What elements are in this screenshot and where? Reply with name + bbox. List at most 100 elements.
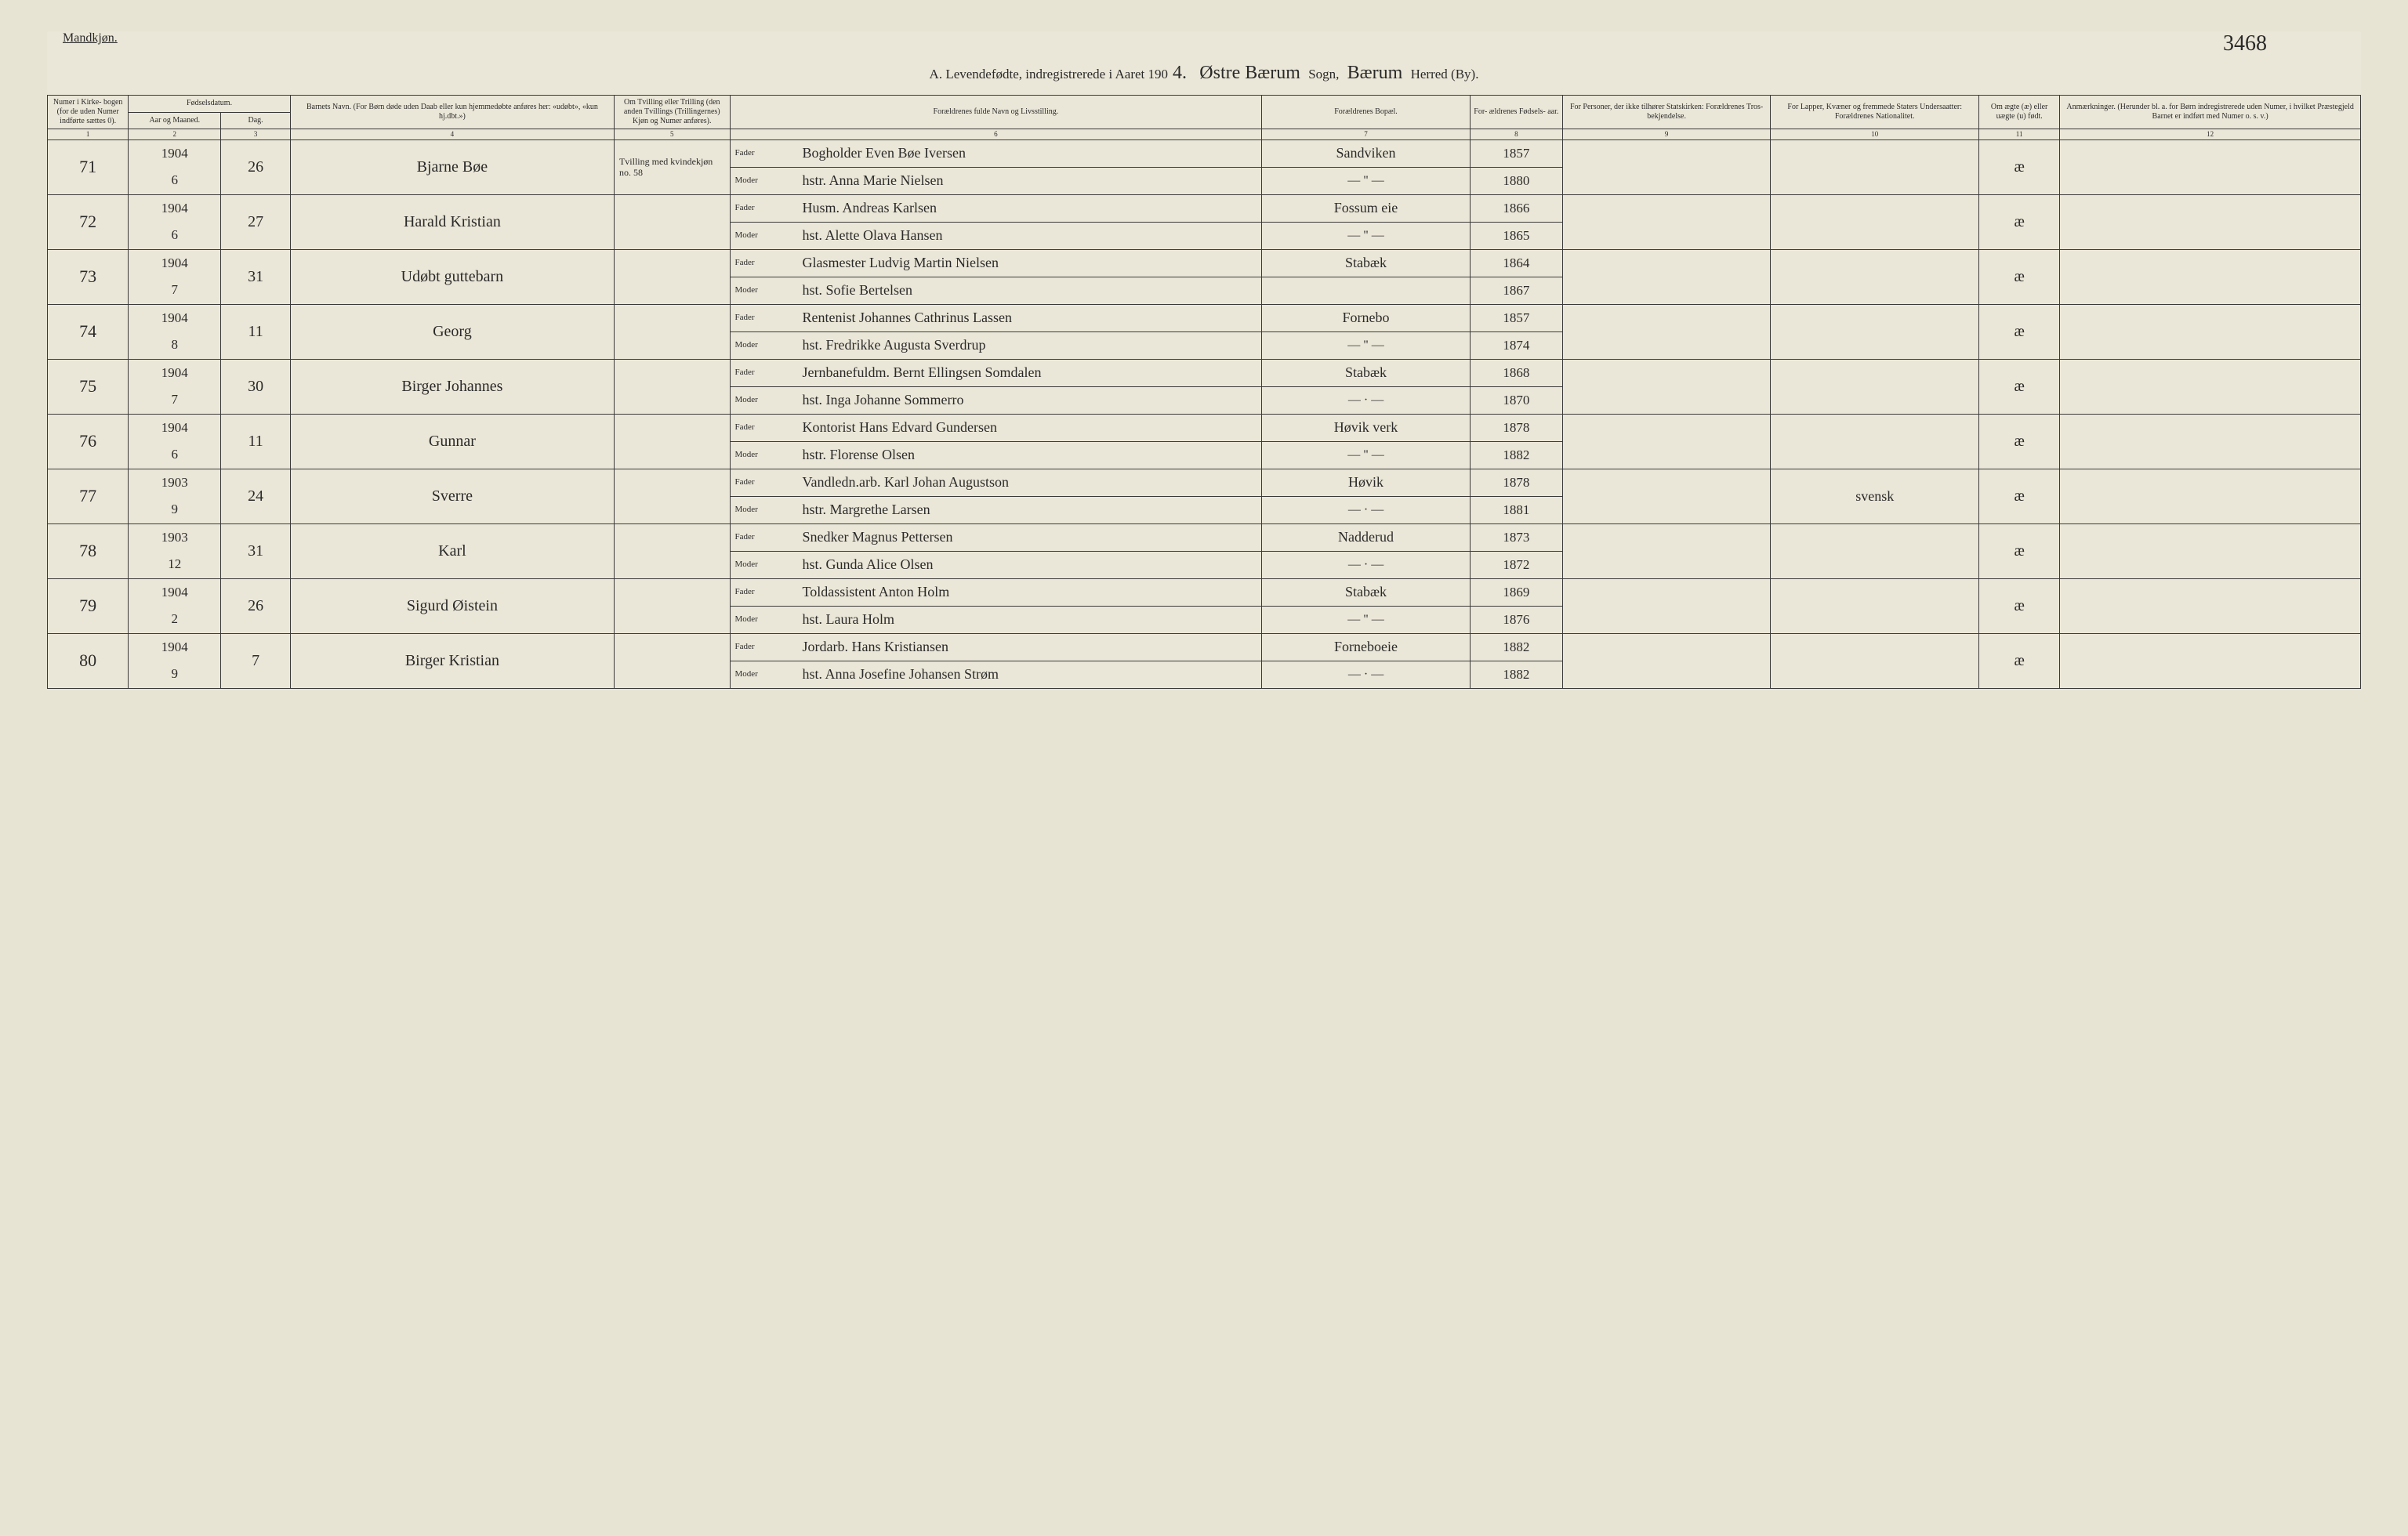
mother-name: hstr. Florense Olsen <box>800 441 1262 469</box>
colnum: 12 <box>2060 129 2361 140</box>
mother-name: hst. Laura Holm <box>800 606 1262 633</box>
colnum: 6 <box>730 129 1262 140</box>
twin-note <box>614 414 730 469</box>
birthyear-father: 1878 <box>1470 414 1562 441</box>
birth-year: 1904 <box>129 249 221 277</box>
colnum: 3 <box>221 129 291 140</box>
birth-year: 1904 <box>129 304 221 331</box>
twin-note <box>614 523 730 578</box>
entry-number: 73 <box>48 249 129 304</box>
birthyear-father: 1866 <box>1470 194 1562 222</box>
residence-father: Stabæk <box>1262 249 1471 277</box>
religion <box>1562 359 1771 414</box>
religion <box>1562 469 1771 523</box>
birth-day: 31 <box>221 249 291 304</box>
birthyear-mother: 1867 <box>1470 277 1562 304</box>
birth-year: 1903 <box>129 469 221 496</box>
father-label: Fader <box>730 578 800 606</box>
residence-father: Fossum eie <box>1262 194 1471 222</box>
religion <box>1562 194 1771 249</box>
entry-row-father: 78190331KarlFaderSnedker Magnus Petterse… <box>48 523 2361 551</box>
birth-day: 26 <box>221 139 291 194</box>
religion <box>1562 578 1771 633</box>
colnum: 5 <box>614 129 730 140</box>
gender-label: Mandkjøn. <box>63 31 118 56</box>
father-label: Fader <box>730 414 800 441</box>
birth-year: 1904 <box>129 139 221 167</box>
residence-mother: — · — <box>1262 551 1471 578</box>
herred-name: Bærum <box>1343 63 1408 83</box>
religion <box>1562 249 1771 304</box>
religion <box>1562 523 1771 578</box>
child-name: Udøbt guttebarn <box>290 249 614 304</box>
twin-note <box>614 359 730 414</box>
mother-name: hst. Alette Olava Hansen <box>800 222 1262 249</box>
mother-label: Moder <box>730 331 800 359</box>
nationality <box>1771 414 1979 469</box>
year-suffix: 4. <box>1168 63 1191 83</box>
child-name: Harald Kristian <box>290 194 614 249</box>
entry-number: 79 <box>48 578 129 633</box>
nationality <box>1771 578 1979 633</box>
residence-mother: — " — <box>1262 331 1471 359</box>
colnum: 10 <box>1771 129 1979 140</box>
father-label: Fader <box>730 249 800 277</box>
father-label: Fader <box>730 523 800 551</box>
nationality: svensk <box>1771 469 1979 523</box>
remarks <box>2060 304 2361 359</box>
birth-month: 6 <box>129 167 221 194</box>
nationality <box>1771 304 1979 359</box>
mother-label: Moder <box>730 167 800 194</box>
birth-year: 1904 <box>129 194 221 222</box>
legitimacy: æ <box>1979 414 2060 469</box>
birth-year: 1904 <box>129 359 221 386</box>
birthyear-mother: 1882 <box>1470 441 1562 469</box>
twin-note <box>614 304 730 359</box>
residence-mother: — " — <box>1262 222 1471 249</box>
legitimacy: æ <box>1979 469 2060 523</box>
entry-row-father: 72190427Harald KristianFaderHusm. Andrea… <box>48 194 2361 222</box>
father-label: Fader <box>730 139 800 167</box>
remarks <box>2060 139 2361 194</box>
colnum: 1 <box>48 129 129 140</box>
birthyear-mother: 1870 <box>1470 386 1562 414</box>
residence-father: Stabæk <box>1262 359 1471 386</box>
entry-number: 71 <box>48 139 129 194</box>
child-name: Sigurd Øistein <box>290 578 614 633</box>
remarks <box>2060 359 2361 414</box>
birthyear-father: 1857 <box>1470 304 1562 331</box>
residence-father: Nadderud <box>1262 523 1471 551</box>
birthyear-father: 1878 <box>1470 469 1562 496</box>
nationality <box>1771 359 1979 414</box>
mother-name: hst. Anna Josefine Johansen Strøm <box>800 661 1262 688</box>
mother-name: hstr. Margrethe Larsen <box>800 496 1262 523</box>
entry-row-father: 73190431Udøbt guttebarnFaderGlasmester L… <box>48 249 2361 277</box>
mother-label: Moder <box>730 551 800 578</box>
birth-month: 8 <box>129 331 221 359</box>
entry-number: 72 <box>48 194 129 249</box>
col-header-8: For- ældrenes Fødsels- aar. <box>1470 96 1562 129</box>
entry-row-father: 75190430Birger JohannesFaderJernbanefuld… <box>48 359 2361 386</box>
father-name: Glasmester Ludvig Martin Nielsen <box>800 249 1262 277</box>
father-label: Fader <box>730 194 800 222</box>
father-label: Fader <box>730 469 800 496</box>
birth-month: 2 <box>129 606 221 633</box>
child-name: Karl <box>290 523 614 578</box>
colnum: 4 <box>290 129 614 140</box>
birth-day: 11 <box>221 414 291 469</box>
remarks <box>2060 249 2361 304</box>
religion <box>1562 414 1771 469</box>
legitimacy: æ <box>1979 249 2060 304</box>
birth-month: 12 <box>129 551 221 578</box>
top-row: Mandkjøn. 3468 <box>47 31 2361 56</box>
residence-father: Forneboeie <box>1262 633 1471 661</box>
col-header-11: Om ægte (æ) eller uægte (u) født. <box>1979 96 2060 129</box>
colnum: 11 <box>1979 129 2060 140</box>
mother-label: Moder <box>730 277 800 304</box>
father-name: Husm. Andreas Karlsen <box>800 194 1262 222</box>
remarks <box>2060 578 2361 633</box>
birthyear-mother: 1865 <box>1470 222 1562 249</box>
birthyear-father: 1868 <box>1470 359 1562 386</box>
col-header-12: Anmærkninger. (Herunder bl. a. for Børn … <box>2060 96 2361 129</box>
father-name: Jordarb. Hans Kristiansen <box>800 633 1262 661</box>
